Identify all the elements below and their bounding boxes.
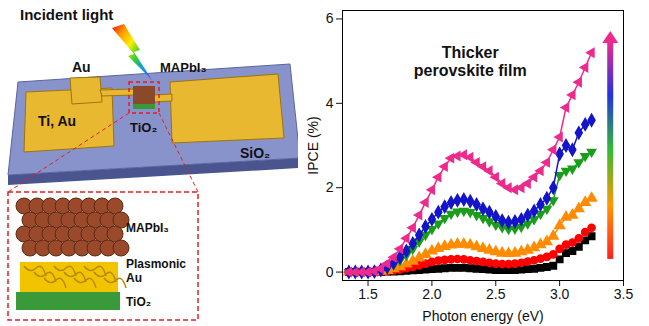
svg-text:2.0: 2.0 xyxy=(422,286,442,302)
svg-text:1.5: 1.5 xyxy=(358,286,378,302)
svg-text:IPCE (%): IPCE (%) xyxy=(305,116,321,174)
svg-text:PlasmonicAu: PlasmonicAu xyxy=(126,257,186,285)
svg-text:Incident light: Incident light xyxy=(20,6,113,23)
svg-text:0: 0 xyxy=(326,264,334,280)
svg-text:Au: Au xyxy=(72,59,91,75)
svg-text:6: 6 xyxy=(326,10,334,26)
svg-text:TiO₂: TiO₂ xyxy=(130,120,157,135)
svg-text:Photon energy (eV): Photon energy (eV) xyxy=(422,308,543,324)
svg-text:2: 2 xyxy=(326,179,334,195)
svg-text:2.5: 2.5 xyxy=(486,286,506,302)
svg-text:4: 4 xyxy=(326,95,334,111)
svg-text:3.0: 3.0 xyxy=(550,286,570,302)
svg-text:MAPbI₃: MAPbI₃ xyxy=(160,60,206,75)
svg-text:TiO₂: TiO₂ xyxy=(126,295,151,309)
svg-text:Thickerperovskite film: Thickerperovskite film xyxy=(414,44,527,79)
svg-text:MAPbI₃: MAPbI₃ xyxy=(126,221,169,235)
svg-text:SiO₂: SiO₂ xyxy=(240,145,270,161)
svg-text:Ti, Au: Ti, Au xyxy=(38,113,76,129)
svg-text:3.5: 3.5 xyxy=(614,286,634,302)
